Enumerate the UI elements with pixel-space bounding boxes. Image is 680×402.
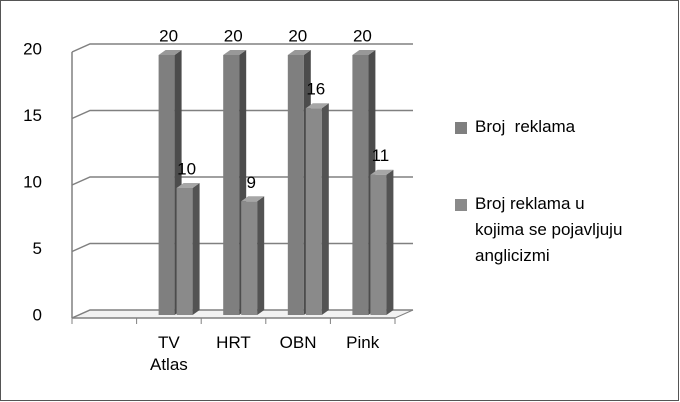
legend-label: Broj reklama	[475, 117, 576, 136]
data-label: 9	[246, 173, 255, 192]
bar-top	[370, 169, 394, 175]
x-tick-label: TV Atlas	[150, 333, 188, 374]
bar-front	[176, 188, 193, 315]
bar-top	[287, 50, 311, 55]
data-label: 11	[372, 146, 390, 165]
y-tick-label: 15	[23, 106, 42, 125]
y-tick-label: 20	[23, 39, 42, 58]
bar	[176, 183, 200, 315]
data-label: 20	[224, 26, 243, 45]
bar-front	[158, 55, 175, 315]
data-label: 16	[306, 80, 325, 99]
data-label: 20	[288, 26, 307, 45]
bar	[305, 103, 329, 315]
x-tick-label: HRT	[216, 333, 251, 352]
y-tick-label: 5	[33, 239, 42, 258]
bar-side	[386, 169, 394, 315]
bar-top	[352, 50, 376, 55]
data-label: 20	[159, 26, 178, 45]
grid-line	[71, 43, 413, 53]
bar-top	[241, 196, 265, 202]
bar-front	[287, 55, 304, 315]
data-label: 10	[177, 159, 196, 178]
bar	[223, 50, 247, 315]
x-tick-label: Pink	[346, 333, 380, 352]
data-label: 20	[353, 26, 372, 45]
legend-label: Broj reklama u kojima se pojavljuju anglic…	[475, 194, 622, 265]
bar-front	[370, 174, 387, 315]
bar-top	[176, 183, 200, 188]
bar-top	[305, 103, 329, 109]
bar	[241, 196, 265, 315]
bar-top	[223, 50, 247, 55]
bar-front	[241, 201, 258, 315]
y-tick-label: 10	[23, 172, 42, 191]
y-tick-label: 0	[33, 305, 42, 324]
bar-front	[223, 55, 240, 315]
bar	[370, 169, 394, 315]
legend-swatch	[455, 122, 467, 134]
legend-swatch	[455, 199, 467, 211]
bar-front	[352, 55, 369, 315]
bar-side	[257, 196, 265, 315]
bar-side	[321, 103, 329, 315]
bar-front	[305, 108, 322, 315]
bar-top	[158, 50, 182, 55]
bar-side	[192, 183, 200, 315]
x-tick-label: OBN	[280, 333, 317, 352]
